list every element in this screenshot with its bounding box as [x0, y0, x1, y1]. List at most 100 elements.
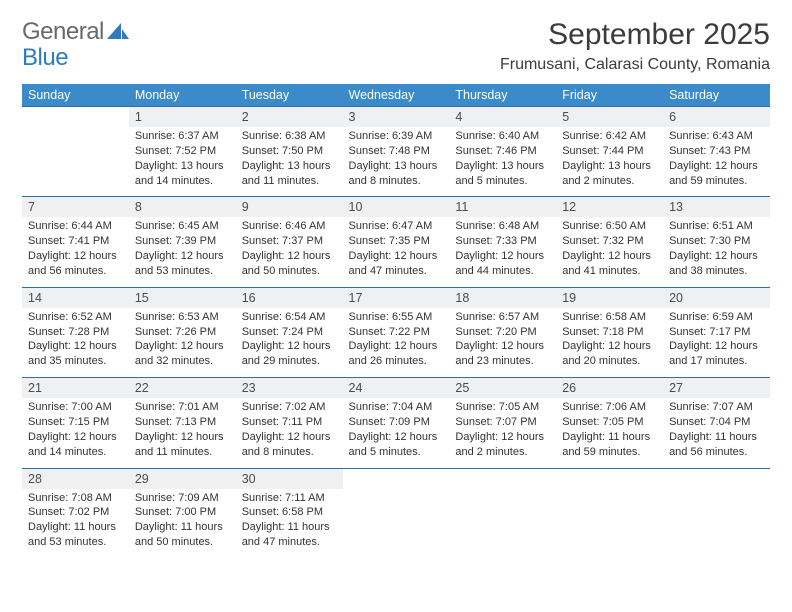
sunset-text: Sunset: 7:09 PM [349, 415, 444, 430]
date-number: 23 [236, 377, 343, 398]
sunset-text: Sunset: 7:32 PM [562, 234, 657, 249]
location-subtitle: Frumusani, Calarasi County, Romania [500, 56, 770, 74]
sunrise-text: Sunrise: 7:07 AM [669, 400, 764, 415]
weekday-header: Thursday [449, 84, 556, 106]
sunrise-text: Sunrise: 6:46 AM [242, 219, 337, 234]
date-number: 14 [22, 287, 129, 308]
weekday-header: Wednesday [343, 84, 450, 106]
date-number: 6 [663, 106, 770, 127]
day-details: Sunrise: 7:04 AMSunset: 7:09 PMDaylight:… [343, 398, 450, 467]
sunset-text: Sunset: 7:35 PM [349, 234, 444, 249]
day-cell [449, 468, 556, 558]
day-details: Sunrise: 7:00 AMSunset: 7:15 PMDaylight:… [22, 398, 129, 467]
sunrise-text: Sunrise: 7:01 AM [135, 400, 230, 415]
sunset-text: Sunset: 7:39 PM [135, 234, 230, 249]
day-details: Sunrise: 6:59 AMSunset: 7:17 PMDaylight:… [663, 308, 770, 377]
logo-text-a: General [22, 18, 104, 46]
sunset-text: Sunset: 7:20 PM [455, 325, 550, 340]
week-row: 28Sunrise: 7:08 AMSunset: 7:02 PMDayligh… [22, 468, 770, 558]
day-cell [343, 468, 450, 558]
day-cell: 2Sunrise: 6:38 AMSunset: 7:50 PMDaylight… [236, 106, 343, 196]
day-cell: 20Sunrise: 6:59 AMSunset: 7:17 PMDayligh… [663, 287, 770, 377]
day-details: Sunrise: 7:02 AMSunset: 7:11 PMDaylight:… [236, 398, 343, 467]
sunrise-text: Sunrise: 7:00 AM [28, 400, 123, 415]
date-number [663, 468, 770, 475]
daylight-text: Daylight: 12 hours and 38 minutes. [669, 249, 764, 279]
day-cell: 22Sunrise: 7:01 AMSunset: 7:13 PMDayligh… [129, 377, 236, 467]
date-number [22, 106, 129, 113]
sunrise-text: Sunrise: 6:58 AM [562, 310, 657, 325]
day-details: Sunrise: 6:51 AMSunset: 7:30 PMDaylight:… [663, 217, 770, 286]
day-details: Sunrise: 7:06 AMSunset: 7:05 PMDaylight:… [556, 398, 663, 467]
date-number: 22 [129, 377, 236, 398]
day-details: Sunrise: 6:48 AMSunset: 7:33 PMDaylight:… [449, 217, 556, 286]
day-cell: 26Sunrise: 7:06 AMSunset: 7:05 PMDayligh… [556, 377, 663, 467]
sunrise-text: Sunrise: 6:47 AM [349, 219, 444, 234]
day-details: Sunrise: 6:50 AMSunset: 7:32 PMDaylight:… [556, 217, 663, 286]
sunrise-text: Sunrise: 7:05 AM [455, 400, 550, 415]
day-details: Sunrise: 6:45 AMSunset: 7:39 PMDaylight:… [129, 217, 236, 286]
date-number [343, 468, 450, 475]
date-number: 21 [22, 377, 129, 398]
sunset-text: Sunset: 7:41 PM [28, 234, 123, 249]
daylight-text: Daylight: 12 hours and 56 minutes. [28, 249, 123, 279]
sunset-text: Sunset: 7:50 PM [242, 144, 337, 159]
day-cell: 1Sunrise: 6:37 AMSunset: 7:52 PMDaylight… [129, 106, 236, 196]
sunset-text: Sunset: 7:24 PM [242, 325, 337, 340]
sunset-text: Sunset: 7:44 PM [562, 144, 657, 159]
daylight-text: Daylight: 12 hours and 41 minutes. [562, 249, 657, 279]
day-details [449, 475, 556, 535]
daylight-text: Daylight: 13 hours and 5 minutes. [455, 159, 550, 189]
sunrise-text: Sunrise: 7:06 AM [562, 400, 657, 415]
logo-line2: Blue [22, 44, 68, 72]
sunrise-text: Sunrise: 6:53 AM [135, 310, 230, 325]
day-cell: 19Sunrise: 6:58 AMSunset: 7:18 PMDayligh… [556, 287, 663, 377]
day-cell: 6Sunrise: 6:43 AMSunset: 7:43 PMDaylight… [663, 106, 770, 196]
day-cell: 28Sunrise: 7:08 AMSunset: 7:02 PMDayligh… [22, 468, 129, 558]
day-details: Sunrise: 6:40 AMSunset: 7:46 PMDaylight:… [449, 127, 556, 196]
daylight-text: Daylight: 12 hours and 20 minutes. [562, 339, 657, 369]
day-cell [556, 468, 663, 558]
sunrise-text: Sunrise: 7:11 AM [242, 491, 337, 506]
daylight-text: Daylight: 11 hours and 53 minutes. [28, 520, 123, 550]
day-details: Sunrise: 7:05 AMSunset: 7:07 PMDaylight:… [449, 398, 556, 467]
weekday-header: Monday [129, 84, 236, 106]
date-number: 13 [663, 196, 770, 217]
day-cell: 12Sunrise: 6:50 AMSunset: 7:32 PMDayligh… [556, 196, 663, 286]
day-details: Sunrise: 6:57 AMSunset: 7:20 PMDaylight:… [449, 308, 556, 377]
date-number: 11 [449, 196, 556, 217]
day-cell: 14Sunrise: 6:52 AMSunset: 7:28 PMDayligh… [22, 287, 129, 377]
sunset-text: Sunset: 7:26 PM [135, 325, 230, 340]
date-number: 24 [343, 377, 450, 398]
daylight-text: Daylight: 11 hours and 50 minutes. [135, 520, 230, 550]
sunrise-text: Sunrise: 6:51 AM [669, 219, 764, 234]
sunrise-text: Sunrise: 7:08 AM [28, 491, 123, 506]
day-cell: 18Sunrise: 6:57 AMSunset: 7:20 PMDayligh… [449, 287, 556, 377]
sunrise-text: Sunrise: 7:02 AM [242, 400, 337, 415]
date-number: 29 [129, 468, 236, 489]
day-details: Sunrise: 7:08 AMSunset: 7:02 PMDaylight:… [22, 489, 129, 558]
sunset-text: Sunset: 7:28 PM [28, 325, 123, 340]
weekday-header: Tuesday [236, 84, 343, 106]
date-number: 7 [22, 196, 129, 217]
day-details: Sunrise: 6:54 AMSunset: 7:24 PMDaylight:… [236, 308, 343, 377]
sunrise-text: Sunrise: 6:40 AM [455, 129, 550, 144]
sunrise-text: Sunrise: 6:50 AM [562, 219, 657, 234]
day-details [22, 113, 129, 173]
day-details: Sunrise: 6:42 AMSunset: 7:44 PMDaylight:… [556, 127, 663, 196]
day-details: Sunrise: 7:07 AMSunset: 7:04 PMDaylight:… [663, 398, 770, 467]
sunset-text: Sunset: 7:52 PM [135, 144, 230, 159]
sunset-text: Sunset: 7:48 PM [349, 144, 444, 159]
day-details: Sunrise: 6:37 AMSunset: 7:52 PMDaylight:… [129, 127, 236, 196]
day-cell: 27Sunrise: 7:07 AMSunset: 7:04 PMDayligh… [663, 377, 770, 467]
daylight-text: Daylight: 12 hours and 5 minutes. [349, 430, 444, 460]
date-number: 8 [129, 196, 236, 217]
sunrise-text: Sunrise: 6:37 AM [135, 129, 230, 144]
date-number: 5 [556, 106, 663, 127]
sunrise-text: Sunrise: 6:55 AM [349, 310, 444, 325]
sunrise-text: Sunrise: 6:48 AM [455, 219, 550, 234]
header: General September 2025 Frumusani, Calara… [22, 18, 770, 82]
day-details: Sunrise: 6:53 AMSunset: 7:26 PMDaylight:… [129, 308, 236, 377]
weekday-header: Saturday [663, 84, 770, 106]
day-details: Sunrise: 6:58 AMSunset: 7:18 PMDaylight:… [556, 308, 663, 377]
